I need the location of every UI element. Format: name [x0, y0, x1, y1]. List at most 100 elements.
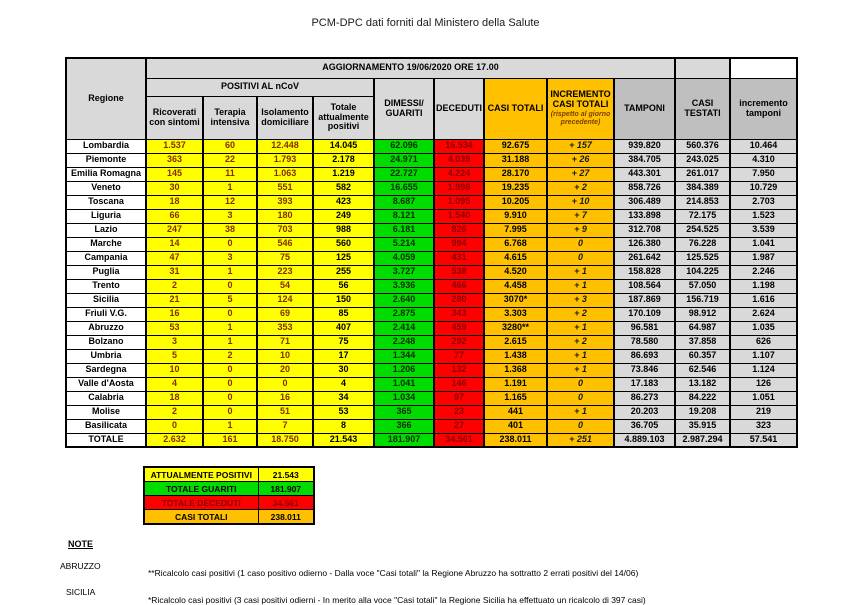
region-name: Veneto	[65, 180, 147, 196]
cell-isolamento: 18.750	[256, 432, 314, 448]
cell-ricoverati: 2	[145, 404, 204, 420]
region-name: Trento	[65, 278, 147, 294]
cell-deceduti: 23	[432, 404, 486, 420]
table-row: Toscana 18 12 393 423 8.687 1.095 10.205…	[65, 194, 799, 210]
cell-totale-positivi: 582	[312, 180, 375, 196]
cell-incremento-casi: + 2	[546, 306, 616, 322]
cell-totale-positivi: 30	[312, 362, 375, 378]
cell-isolamento: 546	[256, 236, 314, 252]
cell-totale-positivi: 34	[312, 390, 375, 406]
cell-tamponi: 36.705	[613, 418, 677, 434]
cell-incremento-casi: 0	[546, 418, 616, 434]
cell-casi-testati: 156.719	[674, 292, 732, 308]
summary-label: TOTALE DECEDUTI	[143, 495, 259, 510]
cell-terapia-intensiva: 60	[202, 138, 258, 154]
cell-ricoverati: 30	[145, 180, 204, 196]
cell-casi-totali: 2.615	[483, 334, 549, 350]
cell-isolamento: 51	[256, 404, 314, 420]
cell-isolamento: 54	[256, 278, 314, 294]
cell-isolamento: 12.448	[256, 138, 314, 154]
cell-deceduti: 34.561	[432, 432, 486, 448]
table-row: Abruzzo 53 1 353 407 2.414 459 3280** + …	[65, 320, 799, 336]
cell-ricoverati: 2.632	[145, 432, 204, 448]
cell-ricoverati: 1.537	[145, 138, 204, 154]
cell-casi-testati: 60.357	[674, 348, 732, 364]
table-row: Sicilia 21 5 124 150 2.640 280 3070* + 3…	[65, 292, 799, 308]
cell-dimessi-guariti: 1.206	[373, 362, 435, 378]
header-dimessi-guariti: DIMESSI/ GUARITI	[373, 77, 435, 140]
cell-casi-totali: 7.995	[483, 222, 549, 238]
cell-dimessi-guariti: 3.936	[373, 278, 435, 294]
cell-casi-totali: 238.011	[483, 432, 549, 448]
cell-deceduti: 146	[432, 376, 486, 392]
summary-value: 21.543	[257, 466, 315, 482]
cell-dimessi-guariti: 365	[373, 404, 435, 420]
cell-ricoverati: 53	[145, 320, 204, 336]
cell-ricoverati: 0	[145, 418, 204, 434]
cell-dimessi-guariti: 4.059	[373, 250, 435, 266]
cell-totale-positivi: 249	[312, 208, 375, 224]
cell-dimessi-guariti: 366	[373, 418, 435, 434]
summary-label: TOTALE GUARITI	[143, 481, 259, 496]
cell-dimessi-guariti: 8.687	[373, 194, 435, 210]
cell-deceduti: 292	[432, 334, 486, 350]
cell-isolamento: 75	[256, 250, 314, 266]
cell-incremento-tamponi: 1.107	[729, 348, 799, 364]
cell-dimessi-guariti: 5.214	[373, 236, 435, 252]
cell-tamponi: 20.203	[613, 404, 677, 420]
cell-casi-totali: 1.438	[483, 348, 549, 364]
table-row: Piemonte 363 22 1.793 2.178 24.971 4.039…	[65, 152, 799, 168]
cell-ricoverati: 14	[145, 236, 204, 252]
table-row: Molise 2 0 51 53 365 23 441 + 1 20.203 1…	[65, 404, 799, 420]
cell-tamponi: 86.693	[613, 348, 677, 364]
cell-terapia-intensiva: 38	[202, 222, 258, 238]
cell-incremento-casi: + 1	[546, 320, 616, 336]
summary-row-attualmente-positivi: ATTUALMENTE POSITIVI 21.543	[143, 466, 315, 482]
cell-casi-totali: 1.191	[483, 376, 549, 392]
table-row: Umbria 5 2 10 17 1.344 77 1.438 + 1 86.6…	[65, 348, 799, 364]
cell-ricoverati: 66	[145, 208, 204, 224]
cell-incremento-tamponi: 1.041	[729, 236, 799, 252]
cell-casi-totali: 401	[483, 418, 549, 434]
cell-tamponi: 133.898	[613, 208, 677, 224]
cell-isolamento: 393	[256, 194, 314, 210]
cell-dimessi-guariti: 16.655	[373, 180, 435, 196]
cell-casi-totali: 4.458	[483, 278, 549, 294]
header-incremento-main: INCREMENTO CASI TOTALI	[550, 89, 611, 110]
table-row: Marche 14 0 546 560 5.214 994 6.768 0 12…	[65, 236, 799, 252]
page-title: PCM-DPC dati forniti dal Ministero della…	[311, 17, 540, 29]
cell-incremento-tamponi: 1.051	[729, 390, 799, 406]
cell-deceduti: 1.540	[432, 208, 486, 224]
cell-ricoverati: 10	[145, 362, 204, 378]
cell-incremento-casi: + 1	[546, 404, 616, 420]
cell-dimessi-guariti: 8.121	[373, 208, 435, 224]
cell-incremento-casi: + 10	[546, 194, 616, 210]
cell-incremento-casi: 0	[546, 376, 616, 392]
cell-casi-testati: 35.915	[674, 418, 732, 434]
region-name: Campania	[65, 250, 147, 266]
cell-ricoverati: 145	[145, 166, 204, 182]
cell-totale-positivi: 8	[312, 418, 375, 434]
summary-value: 181.907	[257, 481, 315, 496]
cell-ricoverati: 21	[145, 292, 204, 308]
cell-ricoverati: 47	[145, 250, 204, 266]
cell-deceduti: 994	[432, 236, 486, 252]
region-name: Liguria	[65, 208, 147, 224]
cell-casi-totali: 1.165	[483, 390, 549, 406]
cell-totale-positivi: 560	[312, 236, 375, 252]
cell-isolamento: 1.793	[256, 152, 314, 168]
cell-incremento-casi: + 9	[546, 222, 616, 238]
cell-dimessi-guariti: 181.907	[373, 432, 435, 448]
cell-dimessi-guariti: 1.034	[373, 390, 435, 406]
cell-casi-testati: 560.376	[674, 138, 732, 154]
cell-incremento-casi: 0	[546, 250, 616, 266]
cell-incremento-casi: + 26	[546, 152, 616, 168]
cell-tamponi: 86.273	[613, 390, 677, 406]
header-incremento-casi-totali: INCREMENTO CASI TOTALI (rispetto al gior…	[546, 77, 616, 140]
summary-value: 34.561	[257, 495, 315, 510]
cell-ricoverati: 16	[145, 306, 204, 322]
cell-deceduti: 343	[432, 306, 486, 322]
cell-deceduti: 97	[432, 390, 486, 406]
cell-isolamento: 16	[256, 390, 314, 406]
cell-incremento-tamponi: 126	[729, 376, 799, 392]
